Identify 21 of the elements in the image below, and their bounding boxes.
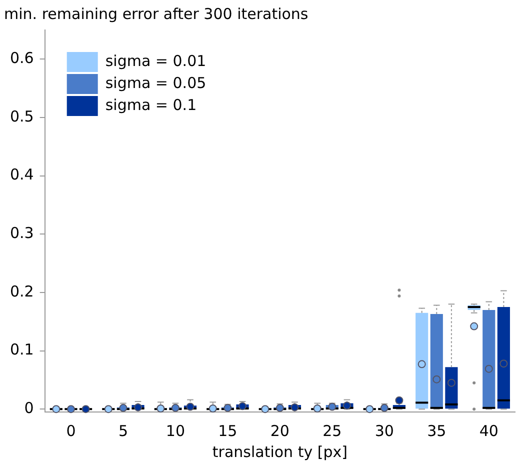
x-tick-label: 30 (374, 422, 394, 440)
y-tick-label: 0.6 (10, 49, 34, 68)
x-axis-title: translation ty [px] (212, 442, 348, 461)
x-tick-label: 20 (270, 422, 290, 440)
x-tick-label: 10 (166, 422, 185, 440)
legend-label: sigma = 0.1 (105, 96, 197, 114)
y-tick-label: 0.2 (10, 282, 34, 300)
x-tick-label: 5 (118, 422, 128, 440)
y-tick-label: 0.4 (10, 166, 34, 184)
x-tick-label: 40 (479, 422, 498, 440)
x-tick-label: 35 (427, 422, 446, 440)
y-tick-label: 0.3 (10, 224, 34, 242)
x-tick-label: 0 (66, 422, 76, 440)
legend-label: sigma = 0.05 (105, 74, 206, 92)
chart-title: min. remaining error after 300 iterations (4, 4, 308, 23)
y-tick-label: 0 (24, 398, 34, 417)
legend-label: sigma = 0.01 (105, 52, 206, 70)
x-tick-label: 25 (322, 422, 342, 440)
y-tick-label: 0.1 (10, 340, 34, 359)
y-tick-label: 0.5 (10, 107, 34, 126)
x-tick-label: 15 (218, 422, 238, 440)
